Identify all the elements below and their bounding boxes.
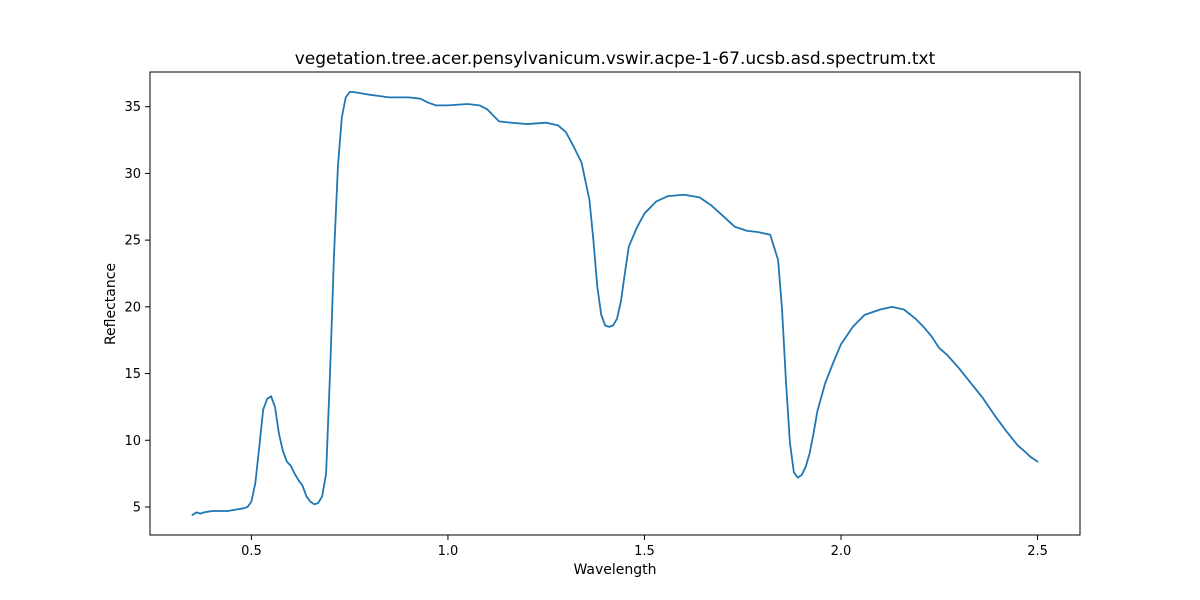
y-tick-label: 25 [124,234,141,249]
y-axis: 5 10 15 20 25 30 35 [124,100,150,515]
y-axis-label: Reflectance [103,263,119,345]
reflectance-series-line [191,91,1039,516]
plot-frame [149,71,1081,536]
chart-title: vegetation.tree.acer.pensylvanicum.vswir… [295,49,936,69]
x-tick-label: 0.5 [241,544,262,559]
y-tick-label: 20 [124,300,141,315]
x-tick-label: 1.5 [634,544,655,559]
x-tick-label: 1.0 [438,544,459,559]
x-tick-label: 2.5 [1027,544,1048,559]
x-axis-label: Wavelength [573,562,656,578]
x-tick-label: 2.0 [831,544,852,559]
y-tick-label: 30 [124,167,141,182]
plot-area [149,71,1081,536]
y-tick-label: 5 [133,500,141,515]
y-tick-label: 10 [124,434,141,449]
y-tick-label: 35 [124,100,141,115]
x-axis: 0.5 1.0 1.5 2.0 2.5 [241,535,1048,559]
y-tick-label: 15 [124,367,141,382]
